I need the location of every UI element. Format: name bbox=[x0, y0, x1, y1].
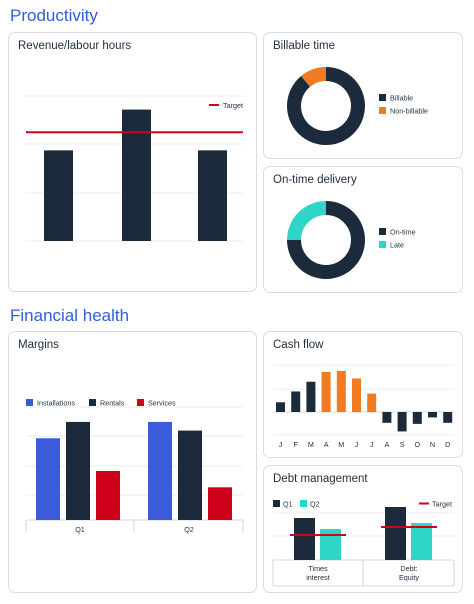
debt-category-label: Times bbox=[308, 564, 328, 573]
billable-slice bbox=[301, 67, 327, 88]
cashflow-month-label: O bbox=[415, 440, 421, 449]
cashflow-bar bbox=[443, 412, 453, 423]
ontime-title: On-time delivery bbox=[273, 174, 357, 186]
cashflow-month-label: N bbox=[430, 440, 435, 449]
cashflow-bar bbox=[306, 381, 316, 412]
debt-bar bbox=[385, 507, 406, 560]
billable-legend-label: Non-billable bbox=[390, 107, 428, 116]
ontime-legend-swatch bbox=[379, 241, 386, 248]
debt-legend-label: Q2 bbox=[310, 500, 320, 509]
cashflow-month-label: S bbox=[400, 440, 405, 449]
ontime-slice bbox=[287, 201, 365, 279]
productivity-heading: Productivity bbox=[10, 6, 98, 25]
margins-category-label: Q2 bbox=[184, 525, 194, 534]
margins-title: Margins bbox=[18, 339, 59, 351]
billable-legend-swatch bbox=[379, 107, 386, 114]
cashflow-month-label: J bbox=[370, 440, 374, 449]
billable-slice bbox=[287, 67, 365, 145]
ontime-card: On-time delivery On-time Late bbox=[263, 166, 463, 293]
revenue-title: Revenue/labour hours bbox=[18, 40, 132, 52]
cashflow-bar bbox=[352, 378, 361, 412]
ontime-slice bbox=[287, 201, 327, 241]
cashflow-bar bbox=[412, 412, 422, 424]
revenue-bar bbox=[44, 150, 73, 241]
debt-bar bbox=[411, 523, 432, 560]
cashflow-bar bbox=[397, 412, 407, 432]
debt-legend-swatch bbox=[273, 500, 280, 507]
debt-bar bbox=[320, 529, 341, 560]
cashflow-month-label: M bbox=[308, 440, 314, 449]
revenue-chart: Target bbox=[26, 95, 243, 242]
margins-bar bbox=[66, 421, 90, 520]
cashflow-month-label: D bbox=[445, 440, 450, 449]
cashflow-month-label: J bbox=[355, 440, 359, 449]
cashflow-title: Cash flow bbox=[273, 339, 324, 351]
billable-card: Billable time Billable Non-billable bbox=[263, 32, 463, 159]
margins-bar bbox=[36, 438, 60, 520]
margins-legend-label: Rentals bbox=[100, 399, 125, 408]
margins-category-label: Q1 bbox=[75, 525, 85, 534]
margins-legend-swatch bbox=[137, 399, 144, 406]
ontime-chart: On-time Late bbox=[287, 201, 416, 279]
margins-chart: Installations Rentals Services Q1 Q2 bbox=[25, 399, 244, 534]
debt-title: Debt management bbox=[273, 473, 368, 485]
revenue-bar bbox=[198, 150, 227, 241]
margins-bar bbox=[208, 487, 232, 520]
debt-bar bbox=[294, 518, 315, 560]
cashflow-bar bbox=[321, 372, 331, 412]
ontime-legend-label: Late bbox=[390, 241, 404, 250]
margins-bar bbox=[178, 430, 202, 520]
cashflow-month-label: M bbox=[338, 440, 344, 449]
ontime-legend-swatch bbox=[379, 228, 386, 235]
margins-card: Margins Installations Rentals Services Q1 Q2 bbox=[8, 331, 257, 593]
cashflow-month-label: J bbox=[279, 440, 283, 449]
debt-category-label: interest bbox=[306, 573, 330, 582]
cashflow-bar bbox=[336, 370, 346, 412]
debt-legend-label: Q1 bbox=[283, 500, 293, 509]
cashflow-bar bbox=[291, 391, 301, 412]
margins-bar bbox=[96, 470, 120, 520]
cashflow-month-label: A bbox=[385, 440, 390, 449]
debt-card: Debt management Q1 Q2 Target Times interest D… bbox=[263, 465, 463, 593]
cashflow-bar bbox=[382, 412, 392, 423]
debt-category-label: Equity bbox=[399, 573, 419, 582]
billable-chart: Billable Non-billable bbox=[287, 67, 428, 145]
billable-legend-label: Billable bbox=[390, 94, 413, 103]
cashflow-month-label: F bbox=[294, 440, 299, 449]
margins-bar bbox=[148, 421, 172, 520]
debt-legend-swatch bbox=[300, 500, 307, 507]
legend-target-label: Target bbox=[223, 101, 243, 110]
billable-legend-swatch bbox=[379, 94, 386, 101]
margins-legend-swatch bbox=[89, 399, 96, 406]
cashflow-bar bbox=[428, 412, 437, 418]
margins-legend-swatch bbox=[26, 399, 33, 406]
cashflow-month-label: A bbox=[324, 440, 329, 449]
financial-health-heading: Financial health bbox=[10, 306, 130, 325]
margins-legend-label: Services bbox=[148, 399, 176, 408]
ontime-legend-label: On-time bbox=[390, 228, 416, 237]
cashflow-bar bbox=[276, 402, 285, 412]
revenue-bar bbox=[122, 109, 151, 241]
margins-legend-label: Installations bbox=[37, 399, 75, 408]
revenue-card: Revenue/labour hours Target bbox=[8, 32, 257, 292]
cashflow-bar bbox=[367, 393, 377, 412]
debt-legend-label: Target bbox=[432, 500, 452, 509]
billable-title: Billable time bbox=[273, 40, 335, 52]
debt-category-label: Debt: bbox=[400, 564, 417, 573]
